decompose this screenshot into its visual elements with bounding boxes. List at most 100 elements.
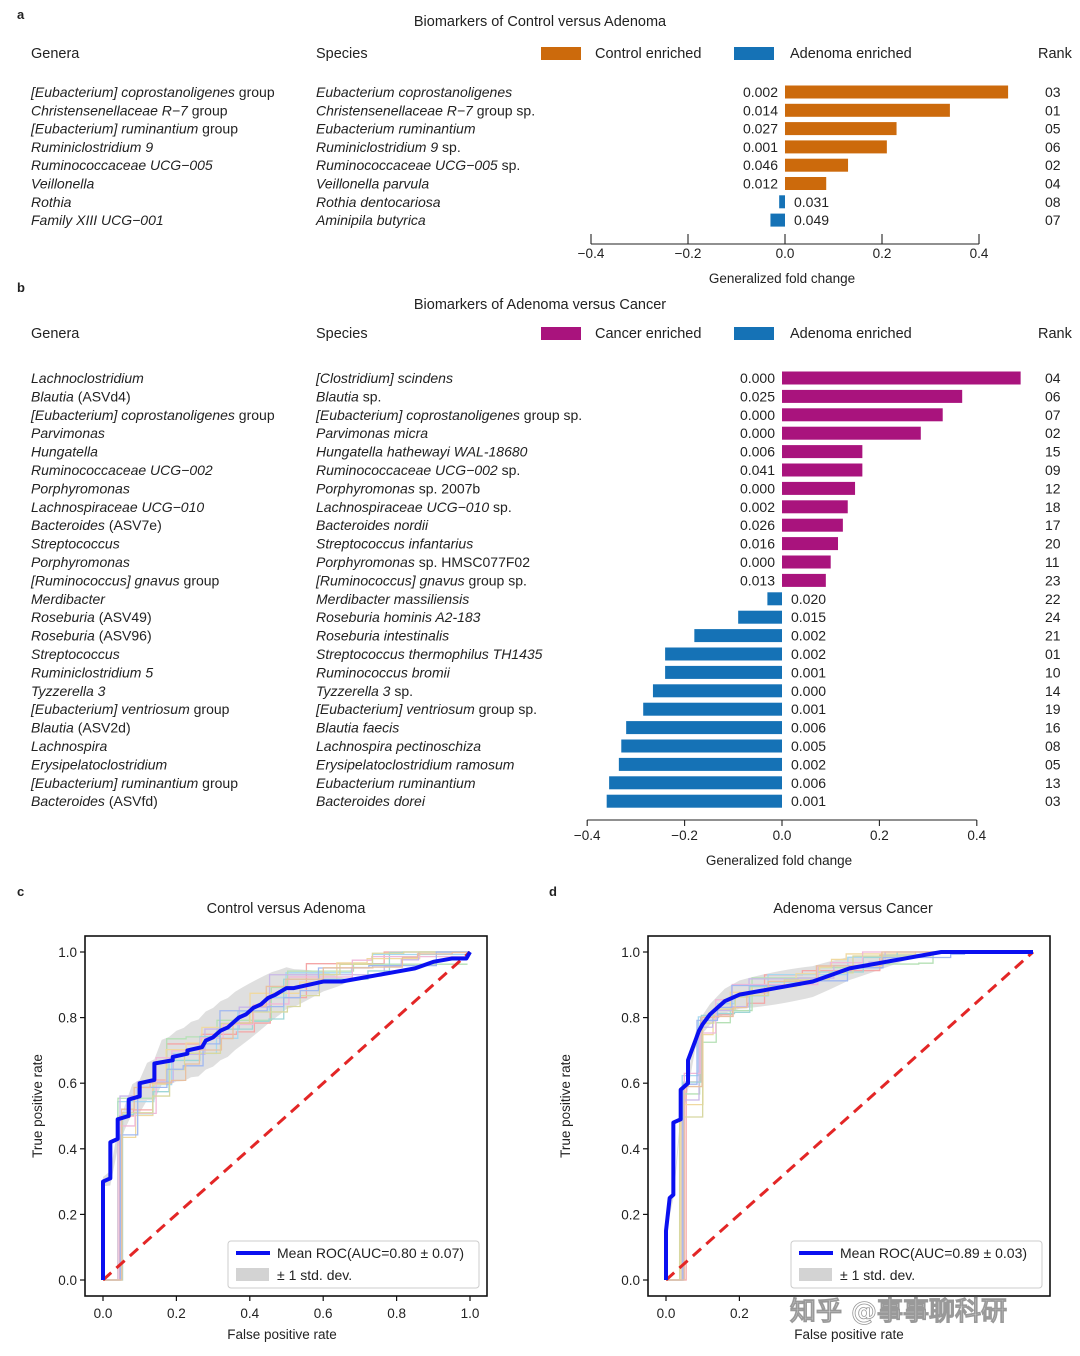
- rank-value: 12: [1045, 480, 1061, 496]
- y-tick-label: 0.4: [621, 1142, 640, 1157]
- genus-label: [Eubacterium] ventriosum group: [30, 701, 230, 717]
- p-value-label: 0.002: [791, 646, 826, 662]
- p-value-label: 0.016: [740, 536, 775, 552]
- panel-a-label: a: [17, 7, 25, 22]
- bar-cancer: [782, 371, 1021, 385]
- genus-label: Family XIII UCG−001: [31, 212, 164, 228]
- genus-label: Rothia: [31, 194, 72, 210]
- x-tick-label: 0.2: [167, 1306, 186, 1321]
- x-tick-label: 0.4: [967, 828, 986, 843]
- bar-cancer: [782, 445, 863, 459]
- species-label: Lachnospiraceae UCG−010 sp.: [316, 499, 512, 515]
- genus-label: Streptococcus: [31, 646, 120, 662]
- species-label: Parvimonas micra: [316, 425, 428, 441]
- genus-label: Merdibacter: [31, 591, 106, 607]
- bar-control: [785, 103, 950, 117]
- p-value-label: 0.015: [791, 609, 826, 625]
- bar-adenoma: [609, 776, 782, 790]
- bar-adenoma: [738, 610, 782, 624]
- p-value-label: 0.006: [740, 444, 775, 460]
- species-label: Porphyromonas sp. HMSC077F02: [316, 554, 530, 570]
- bar-cancer: [782, 573, 826, 587]
- rank-value: 01: [1045, 646, 1061, 662]
- rank-value: 06: [1045, 139, 1061, 155]
- bar-control: [785, 177, 827, 190]
- panel-c-legend-std: ± 1 std. dev.: [277, 1267, 352, 1283]
- bar-control: [785, 140, 887, 154]
- panel-d-legend-box: [790, 1240, 1043, 1289]
- species-label: Hungatella hathewayi WAL-18680: [316, 444, 528, 460]
- p-value-label: 0.000: [740, 480, 775, 496]
- rank-value: 03: [1045, 84, 1061, 100]
- genus-label: Streptococcus: [31, 536, 120, 552]
- panel-c-plot: 0.0 0.2 0.4 0.6 0.8 1.0 0.0 0.2 0.4 0.6 0.8 1.0: [58, 935, 488, 1321]
- rank-value: 16: [1045, 720, 1061, 736]
- p-value-label: 0.000: [740, 407, 775, 423]
- p-value-label: 0.005: [791, 738, 826, 754]
- panel-d-legend-std: ± 1 std. dev.: [840, 1267, 915, 1283]
- panel-d: d Adenoma versus Cancer 0.0 0.20.00.20.40…: [549, 884, 1051, 1342]
- bar-cancer: [782, 555, 831, 569]
- plot-frame: [647, 935, 1051, 1297]
- species-label: Lachnospira pectinoschiza: [316, 738, 481, 754]
- p-value-label: 0.014: [743, 102, 778, 118]
- bar-adenoma: [779, 195, 785, 209]
- panel-a-xlabel: Generalized fold change: [709, 271, 855, 286]
- x-tick-label: 0.2: [873, 246, 892, 261]
- x-tick-label: −0.4: [574, 828, 601, 843]
- chance-line: [665, 950, 1034, 1282]
- legend-swatch-cancer: [541, 327, 581, 340]
- bar-adenoma: [767, 592, 782, 606]
- species-label: [Clostridium] scindens: [315, 370, 453, 386]
- genus-label: [Eubacterium] ruminantium group: [30, 121, 238, 137]
- bar-control: [785, 85, 1009, 99]
- panel-b-bars: 0.000 04 0.025 06 0.000 07 0.000 02 0.006 15 0.041…: [606, 370, 1061, 809]
- species-label: [Ruminococcus] gnavus group sp.: [315, 572, 527, 588]
- rank-value: 04: [1045, 370, 1061, 386]
- panel-b-genera-header: Genera: [31, 326, 80, 342]
- panel-c: c Control versus Adenoma 0.0 0.2 0.4 0.6 0.8…: [17, 884, 488, 1342]
- p-value-label: 0.001: [791, 701, 826, 717]
- species-label: Tyzzerella 3 sp.: [316, 683, 413, 699]
- x-tick-label: −0.4: [578, 246, 605, 261]
- genus-label: Lachnoclostridium: [31, 370, 144, 386]
- genus-label: [Eubacterium] ruminantium group: [30, 775, 238, 791]
- genus-label: Porphyromonas: [31, 554, 130, 570]
- y-tick-label: 0.6: [621, 1076, 640, 1091]
- species-label: Streptococcus infantarius: [316, 536, 473, 552]
- bar-adenoma: [665, 647, 782, 661]
- species-label: Merdibacter massiliensis: [316, 591, 469, 607]
- species-label: Eubacterium ruminantium: [316, 775, 476, 791]
- panel-d-legend: Mean ROC(AUC=0.89 ± 0.03) ± 1 std. dev.: [790, 1240, 1043, 1289]
- panel-c-title: Control versus Adenoma: [207, 901, 367, 917]
- genus-label: Parvimonas: [31, 425, 105, 441]
- panel-a: a Biomarkers of Control versus Adenoma G…: [17, 7, 1073, 286]
- genus-label: Blautia (ASV2d): [31, 720, 131, 736]
- species-label: Rothia dentocariosa: [316, 194, 441, 210]
- panel-d-legend-mean: Mean ROC(AUC=0.89 ± 0.03): [840, 1245, 1027, 1261]
- y-tick-label: 0.8: [58, 1011, 77, 1026]
- x-tick-label: 0.0: [776, 246, 795, 261]
- genus-label: Christensenellaceae R−7 group: [31, 102, 228, 118]
- bar-cancer: [782, 463, 863, 477]
- rank-value: 05: [1045, 121, 1061, 137]
- genus-label: Ruminiclostridium 9: [31, 139, 153, 155]
- p-value-label: 0.026: [740, 517, 775, 533]
- panel-a-genera-header: Genera: [31, 46, 80, 62]
- bar-cancer: [782, 537, 839, 551]
- x-tick-label: 0.6: [314, 1306, 333, 1321]
- p-value-label: 0.001: [743, 139, 778, 155]
- panel-c-legend-std-swatch: [236, 1268, 269, 1281]
- panel-b-label: b: [17, 280, 25, 295]
- genus-label: Porphyromonas: [31, 480, 130, 496]
- genus-label: Tyzzerella 3: [31, 683, 106, 699]
- rank-value: 07: [1045, 212, 1061, 228]
- p-value-label: 0.000: [791, 683, 826, 699]
- panel-a-title: Biomarkers of Control versus Adenoma: [414, 14, 667, 30]
- panel-d-label: d: [549, 884, 557, 899]
- rank-value: 15: [1045, 444, 1061, 460]
- bar-adenoma: [665, 665, 782, 679]
- rank-value: 21: [1045, 628, 1061, 644]
- fold-roc-line: [103, 951, 469, 1281]
- rank-value: 06: [1045, 388, 1061, 404]
